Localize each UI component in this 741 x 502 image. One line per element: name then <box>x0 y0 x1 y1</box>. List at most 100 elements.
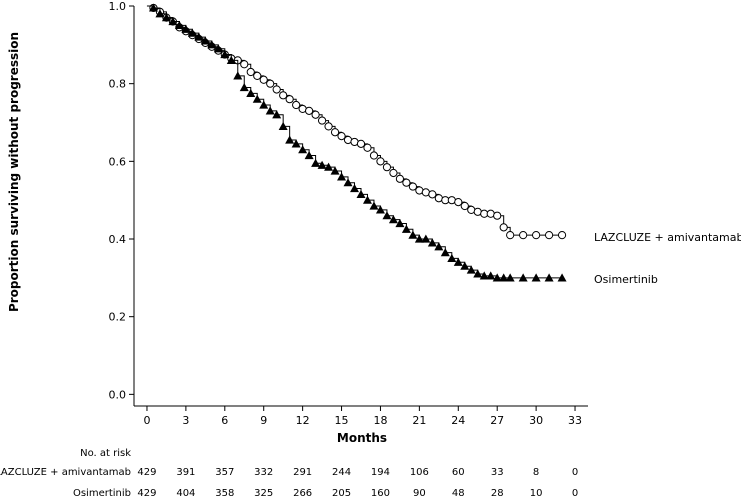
censor-marker <box>259 100 269 109</box>
risk-row-label-lazcluze: LAZCLUZE + amivantamab <box>0 467 131 478</box>
censor-marker <box>226 55 236 64</box>
censor-marker <box>453 257 463 266</box>
risk-value: 429 <box>137 488 156 499</box>
censor-marker <box>499 273 509 282</box>
survival-curve <box>146 5 563 236</box>
censor-marker <box>324 162 334 171</box>
x-tick-label: 30 <box>529 414 543 427</box>
censor-marker <box>272 110 282 119</box>
censor-marker <box>259 75 268 84</box>
censor-marker <box>311 158 321 167</box>
risk-value: 332 <box>254 467 273 478</box>
risk-value: 391 <box>176 467 195 478</box>
risk-value: 8 <box>533 467 539 478</box>
censor-marker <box>246 88 256 97</box>
censor-marker <box>402 178 411 187</box>
y-tick-label: 0.2 <box>109 311 127 324</box>
censor-marker <box>395 218 405 228</box>
censor-marker <box>317 116 327 125</box>
censor-marker <box>532 231 541 240</box>
censor-marker <box>337 131 346 141</box>
censor-marker <box>200 36 210 45</box>
censor-marker <box>544 273 554 282</box>
censor-marker <box>207 40 217 49</box>
censor-marker <box>187 28 197 37</box>
risk-value: 28 <box>491 488 504 499</box>
series-osimertinib <box>146 3 567 282</box>
censor-marker <box>505 273 515 282</box>
x-tick-label: 15 <box>335 414 349 427</box>
y-axis-title: Proportion surviving without progression <box>7 32 21 312</box>
censor-marker <box>440 248 450 257</box>
censor-marker <box>246 67 255 77</box>
censor-marker <box>544 231 554 240</box>
censor-marker <box>252 94 262 103</box>
censor-marker <box>401 224 411 233</box>
y-tick-label: 0.6 <box>109 155 127 168</box>
censor-marker <box>363 143 372 152</box>
censor-marker <box>240 60 249 69</box>
risk-values: 429 391 357 332 291 244 194 106 60 33 8 0 429 404 358 3… <box>137 467 578 499</box>
risk-value: 60 <box>452 467 465 478</box>
censor-marker <box>434 242 444 251</box>
censor-marker <box>305 106 314 115</box>
censor-marker <box>292 100 301 110</box>
risk-value: 106 <box>410 467 429 478</box>
censor-marker <box>486 271 496 280</box>
x-tick-label: 33 <box>568 414 582 427</box>
risk-value: 194 <box>371 467 390 478</box>
x-tick-label: 12 <box>296 414 310 427</box>
censor-marker <box>279 91 288 100</box>
risk-value: 357 <box>215 467 234 478</box>
censor-marker <box>493 211 502 220</box>
censor-marker <box>506 231 515 240</box>
risk-table-title: No. at risk <box>80 448 131 459</box>
risk-value: 33 <box>491 467 504 478</box>
censor-marker <box>492 273 502 282</box>
censor-marker <box>265 106 275 115</box>
risk-value: 291 <box>293 467 312 478</box>
censor-marker <box>362 195 372 204</box>
censor-marker <box>376 157 385 166</box>
risk-value: 205 <box>332 488 351 499</box>
risk-value: 244 <box>332 467 351 478</box>
risk-value: 90 <box>413 488 426 499</box>
censor-marker <box>311 110 320 119</box>
censor-marker <box>421 234 431 243</box>
risk-value: 10 <box>530 488 543 499</box>
censor-marker <box>220 50 230 59</box>
censor-marker <box>414 234 424 243</box>
series-label-osimertinib: Osimertinib <box>594 273 658 286</box>
censor-marker <box>460 261 470 270</box>
x-tick-label: 9 <box>260 414 267 427</box>
x-ticks: 0 3 6 9 12 15 18 21 24 27 30 33 <box>143 406 582 427</box>
censor-marker <box>330 128 340 137</box>
censor-marker <box>337 172 347 181</box>
censor-marker <box>194 32 204 41</box>
x-axis-title: Months <box>337 431 387 445</box>
censor-marker <box>161 13 171 22</box>
x-tick-label: 18 <box>373 414 387 427</box>
censor-marker <box>213 44 223 53</box>
risk-value: 160 <box>371 488 390 499</box>
censor-marker <box>148 3 158 12</box>
x-tick-label: 24 <box>451 414 465 427</box>
censor-marker <box>181 24 191 33</box>
censor-marker <box>557 231 567 240</box>
censor-marker <box>519 231 528 240</box>
censor-marker <box>408 182 417 191</box>
series-group <box>146 3 567 282</box>
censor-marker <box>233 71 243 80</box>
censor-marker <box>388 215 398 224</box>
censor-marker <box>298 145 308 154</box>
censor-marker <box>356 189 366 198</box>
censor-marker <box>278 121 288 130</box>
censor-marker <box>239 83 249 92</box>
censor-marker <box>447 253 457 263</box>
censor-marker <box>266 79 275 88</box>
risk-value: 0 <box>572 467 578 478</box>
risk-value: 266 <box>293 488 312 499</box>
y-ticks: 0.0 0.2 0.4 0.6 0.8 1.0 <box>109 0 134 401</box>
risk-value: 48 <box>452 488 465 499</box>
